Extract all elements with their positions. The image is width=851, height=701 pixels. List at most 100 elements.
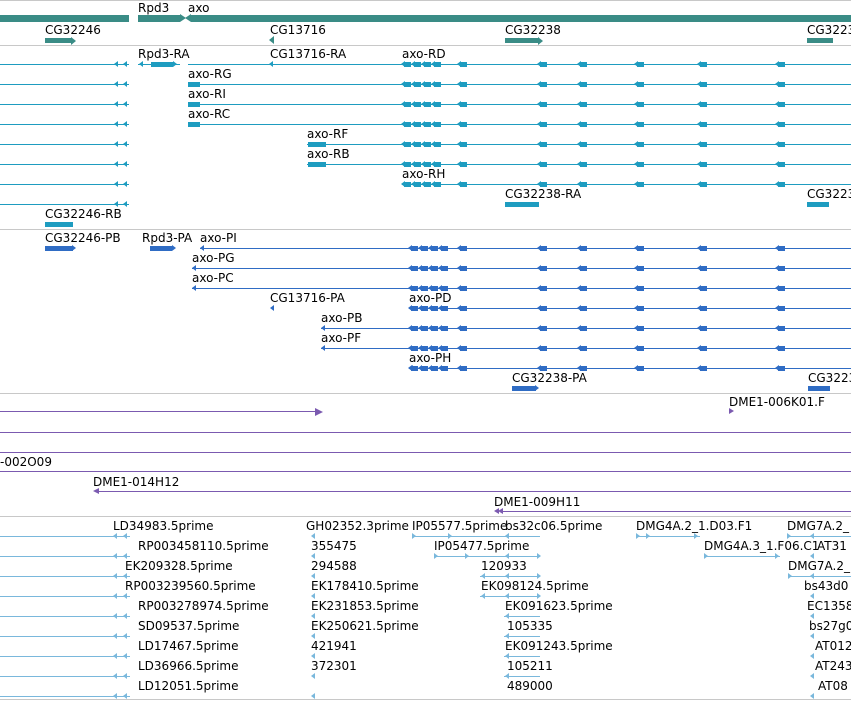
gene-label-cg32246[interactable]: CG32246 (45, 23, 101, 37)
clone-line-3[interactable] (0, 452, 851, 453)
est-line[interactable] (0, 676, 130, 677)
est-label[interactable]: bs32c06.5prime (505, 519, 603, 533)
est-label[interactable]: EK098124.5prime (481, 579, 589, 593)
protein-label-axo-pf[interactable]: axo-PF (321, 331, 362, 345)
est-line[interactable] (434, 556, 540, 557)
transcript-line-cg32246[interactable] (0, 184, 129, 185)
protein-line-axo[interactable] (200, 248, 851, 249)
protein-label-axo-pb[interactable]: axo-PB (321, 311, 363, 325)
est-line[interactable] (0, 596, 130, 597)
protein-label-cg32238-pa[interactable]: CG32238-PA (512, 371, 587, 385)
protein-label-axo-pd[interactable]: axo-PD (409, 291, 452, 305)
est-label[interactable]: LD36966.5prime (138, 659, 239, 673)
gene-label-cg32238[interactable]: CG32238 (505, 23, 561, 37)
est-label[interactable]: 105211 (507, 659, 553, 673)
est-line[interactable] (0, 556, 130, 557)
est-label[interactable]: DMG7A.2_ (787, 519, 849, 533)
est-label[interactable]: IP05477.5prime (434, 539, 530, 553)
transcript-label-cg32238-ra[interactable]: CG32238-RA (505, 187, 582, 201)
gene-bar-cg32246[interactable] (0, 15, 129, 22)
est-line[interactable] (0, 616, 130, 617)
est-label[interactable]: LD34983.5prime (113, 519, 214, 533)
est-line[interactable] (787, 536, 851, 537)
gene-bar-cg3223[interactable] (807, 38, 833, 43)
est-label[interactable]: 372301 (311, 659, 357, 673)
transcript-label-axo-rc[interactable]: axo-RC (188, 107, 231, 121)
est-label[interactable]: RP003458110.5prime (138, 539, 269, 553)
est-label[interactable]: EK231853.5prime (311, 599, 419, 613)
est-label[interactable]: 355475 (311, 539, 357, 553)
est-label[interactable]: RP003239560.5prime (125, 579, 256, 593)
gene-label-cg13716[interactable]: CG13716 (270, 23, 326, 37)
est-line[interactable] (0, 656, 130, 657)
est-line[interactable] (0, 696, 130, 697)
clone-label-dme1-014h12[interactable]: DME1-014H12 (93, 475, 180, 489)
est-line[interactable] (0, 636, 130, 637)
est-label[interactable]: IP05577.5prime (412, 519, 508, 533)
est-label[interactable]: LD12051.5prime (138, 679, 239, 693)
gene-bar-axo[interactable] (191, 15, 851, 22)
transcript-line-axo[interactable] (188, 64, 851, 65)
gene-label-axo[interactable]: axo (188, 1, 210, 15)
est-label[interactable]: EK209328.5prime (125, 559, 233, 573)
gene-bar-cg32238[interactable] (505, 38, 539, 43)
protein-label-cg3223[interactable]: CG3223 (808, 371, 851, 385)
gene-label-rpd3[interactable]: Rpd3 (138, 1, 170, 15)
est-label[interactable]: 120933 (481, 559, 527, 573)
transcript-label-axo-rh[interactable]: axo-RH (402, 167, 446, 181)
gene-label-cg3223[interactable]: CG3223 (807, 23, 851, 37)
est-line[interactable] (480, 596, 540, 597)
est-label[interactable]: AT08 (818, 679, 848, 693)
clone-line-2[interactable] (0, 432, 851, 433)
clone-label-002o09[interactable]: -002O09 (0, 455, 52, 469)
clone-line-6[interactable] (503, 511, 851, 512)
est-label[interactable]: EK091243.5prime (505, 639, 613, 653)
transcript-label-cg3223[interactable]: CG3223 (807, 187, 851, 201)
gene-bar-cg32246-b[interactable] (45, 38, 71, 43)
transcript-label-axo-ri[interactable]: axo-RI (188, 87, 226, 101)
transcript-line-axo[interactable] (402, 184, 851, 185)
gene-bar-rpd3[interactable] (138, 15, 180, 22)
protein-line-axo[interactable] (192, 288, 851, 289)
est-label[interactable]: EK091623.5prime (505, 599, 613, 613)
protein-label-axo-pg[interactable]: axo-PG (192, 251, 235, 265)
est-label[interactable]: DMG7A.2_ (788, 559, 850, 573)
clone-line-4[interactable] (0, 471, 851, 472)
est-line[interactable] (504, 676, 540, 677)
transcript-line-cg32246[interactable] (0, 124, 129, 125)
transcript-line-cg32246[interactable] (0, 204, 129, 205)
transcript-line-cg32246[interactable] (0, 84, 129, 85)
est-line[interactable] (480, 576, 540, 577)
est-line[interactable] (504, 536, 540, 537)
est-line[interactable] (504, 656, 540, 657)
est-label[interactable]: AT243 (815, 659, 851, 673)
est-line[interactable] (504, 616, 540, 617)
protein-label-cg32246-pb[interactable]: CG32246-PB (45, 231, 121, 245)
clone-label-dme1-006k01f[interactable]: DME1-006K01.F (729, 395, 825, 409)
est-label[interactable]: 294588 (311, 559, 357, 573)
transcript-line-cg32246[interactable] (0, 164, 129, 165)
est-label[interactable]: 421941 (311, 639, 357, 653)
est-label[interactable]: EK178410.5prime (311, 579, 419, 593)
est-label[interactable]: GH02352.3prime (306, 519, 409, 533)
est-label[interactable]: 489000 (507, 679, 553, 693)
est-label[interactable]: EK250621.5prime (311, 619, 419, 633)
est-label[interactable]: AT31 (817, 539, 847, 553)
est-line[interactable] (788, 576, 851, 577)
clone-label-dme1-009h11[interactable]: DME1-009H11 (494, 495, 581, 509)
clone-line-5[interactable] (99, 491, 851, 492)
est-label[interactable]: RP003278974.5prime (138, 599, 269, 613)
transcript-line-axo[interactable] (188, 104, 851, 105)
est-label[interactable]: LD17467.5prime (138, 639, 239, 653)
est-line[interactable] (0, 576, 130, 577)
protein-line-axo-pd[interactable] (409, 308, 851, 309)
est-label[interactable]: AT012 (815, 639, 851, 653)
transcript-line-axo[interactable] (188, 84, 851, 85)
est-line[interactable] (0, 536, 130, 537)
protein-label-axo-pi[interactable]: axo-PI (200, 231, 237, 245)
est-line[interactable] (636, 536, 700, 537)
transcript-label-axo-rd[interactable]: axo-RD (402, 47, 446, 61)
est-label[interactable]: DMG4A.2_1.D03.F1 (636, 519, 753, 533)
protein-label-rpd3-pa[interactable]: Rpd3-PA (142, 231, 193, 245)
